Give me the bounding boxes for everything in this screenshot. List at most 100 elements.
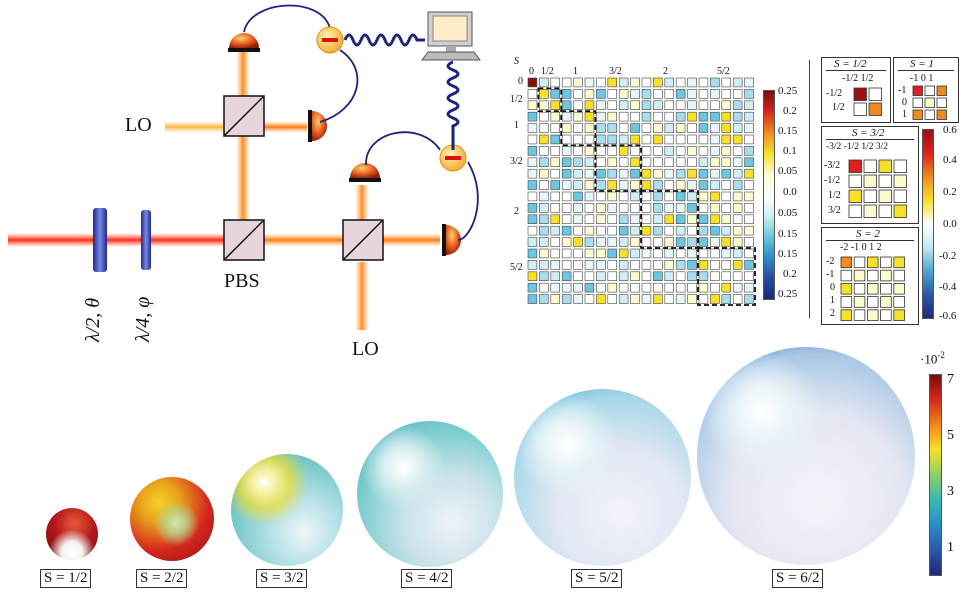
matrix-cell bbox=[744, 191, 754, 202]
matrix-cell bbox=[539, 146, 549, 156]
matrix-cell bbox=[596, 111, 606, 122]
block-cell bbox=[868, 102, 882, 116]
matrix-cell bbox=[732, 77, 743, 88]
lo-top-beam bbox=[165, 121, 223, 133]
matrix-cell bbox=[675, 260, 686, 270]
matrix-cell bbox=[732, 237, 743, 247]
matrix-cell bbox=[527, 248, 538, 259]
matrix-cell bbox=[561, 248, 572, 259]
matrix-cell bbox=[561, 203, 572, 213]
matrix-cell bbox=[550, 237, 560, 247]
matrix-cell bbox=[653, 282, 663, 293]
matrix-cell bbox=[539, 248, 549, 259]
matrix-cell bbox=[675, 225, 686, 236]
matrix-cell bbox=[618, 248, 629, 259]
matrix-cell bbox=[675, 237, 686, 247]
matrix-cell bbox=[584, 203, 595, 213]
matrix-cell bbox=[744, 248, 754, 259]
matrix-cell bbox=[573, 180, 583, 190]
half-wave-plate bbox=[93, 208, 107, 272]
sphere-label-4: S = 4/2 bbox=[401, 569, 453, 588]
matrix-cell bbox=[539, 180, 549, 190]
matrix-cell bbox=[675, 157, 686, 168]
block-cell bbox=[880, 269, 892, 282]
matrix-cell bbox=[584, 157, 595, 168]
block-colorbar bbox=[922, 129, 934, 319]
beam-splitter-top bbox=[223, 95, 265, 137]
matrix-cell bbox=[653, 77, 663, 88]
block-cell bbox=[853, 102, 867, 116]
matrix-cell bbox=[664, 100, 675, 110]
matrix-cell bbox=[539, 294, 549, 304]
matrix-cell bbox=[573, 123, 583, 133]
matrix-cell bbox=[596, 248, 606, 259]
matrix-cell bbox=[584, 168, 595, 179]
matrix-cell bbox=[710, 225, 720, 236]
matrix-cell bbox=[573, 260, 583, 270]
block-cell bbox=[866, 256, 879, 269]
matrix-cell bbox=[710, 134, 720, 145]
matrix-colorbar-ticks: 0.25 0.2 0.15 0.1 0.05 0.0 0.05 0.15 0.1… bbox=[778, 85, 798, 300]
matrix-cell bbox=[664, 271, 675, 282]
matrix-cell bbox=[618, 168, 629, 179]
matrix-cell bbox=[550, 111, 560, 122]
matrix-cell bbox=[744, 203, 754, 213]
matrix-cell bbox=[664, 203, 675, 213]
matrix-cell bbox=[539, 89, 549, 99]
matrix-cell bbox=[561, 260, 572, 270]
matrix-cell bbox=[573, 271, 583, 282]
matrix-cell bbox=[539, 214, 549, 225]
matrix-block-outline bbox=[697, 247, 756, 306]
matrix-cell bbox=[675, 214, 686, 225]
matrix-cell bbox=[561, 111, 572, 122]
cable-3 bbox=[365, 131, 441, 166]
matrix-cell bbox=[630, 191, 640, 202]
block-cell bbox=[848, 159, 862, 173]
matrix-cell bbox=[596, 89, 606, 99]
matrix-cell bbox=[641, 260, 652, 270]
beam-to-det3 bbox=[355, 185, 369, 225]
block-cell bbox=[878, 174, 892, 188]
matrix-cell bbox=[607, 89, 618, 99]
matrix-cell bbox=[527, 214, 538, 225]
matrix-cell bbox=[561, 214, 572, 225]
matrix-cell bbox=[698, 248, 709, 259]
matrix-cell bbox=[653, 134, 663, 145]
block-s-three-half: S = 3/2 -3/2 -1/2 1/2 3/2 -3/2 -1/2 1/2 … bbox=[821, 126, 919, 224]
matrix-cell bbox=[527, 260, 538, 270]
matrix-cell bbox=[732, 191, 743, 202]
matrix-cell bbox=[527, 89, 538, 99]
matrix-row-labels: 0 1/2 1 3/2 2 5/2 bbox=[510, 76, 523, 273]
block-colorbar-ticks: 0.6 0.4 0.2 0.0 -0.2 -0.4 -0.6 bbox=[939, 124, 957, 322]
matrix-cell bbox=[596, 180, 606, 190]
matrix-cell bbox=[732, 214, 743, 225]
matrix-cell bbox=[527, 282, 538, 293]
matrix-cell bbox=[630, 203, 640, 213]
matrix-cell bbox=[618, 157, 629, 168]
matrix-cell bbox=[653, 237, 663, 247]
block-s-two-cells bbox=[840, 256, 905, 321]
matrix-cell bbox=[539, 203, 549, 213]
matrix-cell bbox=[561, 237, 572, 247]
matrix-cell bbox=[641, 271, 652, 282]
matrix-cell bbox=[573, 146, 583, 156]
matrix-cell bbox=[653, 168, 663, 179]
matrix-cell bbox=[573, 214, 583, 225]
block-cell bbox=[878, 189, 892, 203]
block-cell bbox=[936, 109, 947, 120]
matrix-cell bbox=[653, 157, 663, 168]
matrix-cell bbox=[698, 203, 709, 213]
matrix-cell bbox=[710, 294, 720, 304]
matrix-cell bbox=[630, 282, 640, 293]
matrix-cell bbox=[561, 123, 572, 133]
matrix-cell bbox=[607, 225, 618, 236]
beam-to-bs2 bbox=[262, 233, 352, 247]
matrix-cell bbox=[527, 134, 538, 145]
block-cell bbox=[893, 174, 907, 188]
matrix-cell bbox=[698, 89, 709, 99]
matrix-cell bbox=[630, 100, 640, 110]
matrix-cell bbox=[630, 260, 640, 270]
block-cell bbox=[853, 309, 866, 321]
matrix-cell bbox=[653, 111, 663, 122]
matrix-cell bbox=[630, 77, 640, 88]
